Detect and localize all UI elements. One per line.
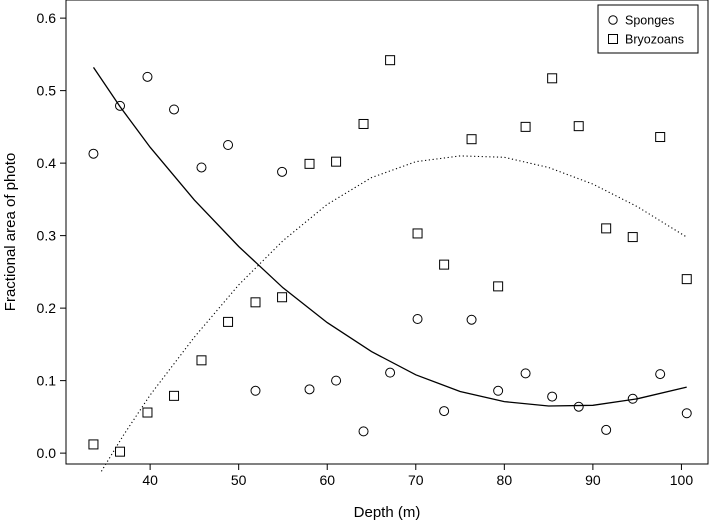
bryozoans-point (493, 281, 504, 292)
sponges-point (412, 314, 423, 324)
x-tick-label: 60 (319, 472, 335, 488)
bryozoans-point (385, 55, 396, 66)
y-tick-label: 0.6 (37, 10, 57, 26)
legend-sponges-marker (608, 15, 618, 25)
bryozoans-point (169, 390, 180, 401)
bryozoans-point (439, 259, 450, 270)
bryozoans-point (627, 232, 638, 243)
x-tick-label: 50 (231, 472, 247, 488)
bryozoans-fit-curve (100, 155, 687, 472)
bryozoans-point (88, 439, 99, 450)
legend-sponges-label: Sponges (625, 14, 674, 28)
bryozoans-point (250, 297, 261, 308)
bryozoans-point (601, 223, 612, 234)
bryozoans-point (115, 446, 126, 457)
sponges-point (196, 162, 207, 173)
x-tick-label: 100 (670, 472, 694, 488)
y-axis-title: Fractional area of photo (2, 153, 19, 311)
sponges-point (277, 166, 288, 177)
bryozoans-point (466, 134, 477, 145)
bryozoans-point (520, 121, 531, 132)
sponges-point (169, 104, 180, 115)
bryozoans-point (196, 355, 207, 366)
bryozoans-point (655, 132, 666, 143)
x-tick-label: 80 (497, 472, 513, 488)
sponges-point (223, 140, 234, 150)
y-tick-label: 0.4 (37, 155, 57, 171)
bryozoans-point (573, 121, 584, 132)
sponges-point (466, 314, 477, 325)
axes: 40 50 60 70 80 90 100 0.0 0.1 0.2 0.3 0.4 0.5 0.6 (37, 10, 694, 488)
sponges-point (88, 148, 99, 159)
sponges-point (573, 401, 584, 412)
bryozoans-point (223, 316, 234, 327)
sponges-point (115, 100, 126, 111)
sponges-point (493, 385, 504, 396)
legend: Sponges Bryozoans (597, 4, 699, 54)
x-tick-label: 70 (408, 472, 424, 488)
sponges-point (250, 385, 261, 396)
fit-curves (92, 67, 687, 472)
y-tick-label: 0.0 (37, 445, 57, 461)
x-tick-label: 40 (142, 472, 158, 488)
bryozoans-point (304, 158, 315, 169)
sponges-point (627, 393, 638, 404)
legend-bryozoans-label: Bryozoans (625, 33, 684, 47)
plot-frame (65, 0, 709, 465)
sponges-fit-curve (92, 67, 687, 407)
x-tick-label: 90 (585, 472, 601, 488)
x-axis-title: Depth (m) (354, 504, 421, 521)
bryozoans-point (331, 156, 342, 167)
sponges-point (547, 391, 558, 402)
sponges-point (681, 408, 692, 419)
sponges-point (331, 375, 342, 386)
sponges-point (520, 368, 531, 379)
bryozoans-point (277, 292, 288, 303)
bryozoans-point (547, 73, 558, 84)
legend-bryozoans-marker (608, 34, 618, 44)
y-tick-label: 0.1 (37, 373, 57, 389)
bryozoans-point (681, 274, 692, 285)
bryozoans-point (358, 118, 369, 129)
sponges-point (655, 369, 666, 380)
sponges-point (601, 424, 612, 435)
bryozoans-point (412, 228, 423, 239)
y-tick-label: 0.5 (37, 83, 57, 99)
y-tick-label: 0.3 (37, 228, 57, 244)
sponges-point (142, 71, 153, 82)
y-tick-label: 0.2 (37, 300, 57, 316)
legend-box (597, 4, 699, 54)
sponges-point (304, 384, 315, 395)
sponges-point (439, 406, 450, 417)
sponges-point (385, 367, 396, 378)
sponges-point (358, 426, 369, 437)
data-points (88, 55, 692, 457)
bryozoans-point (142, 407, 153, 418)
plot-border (65, 0, 709, 465)
